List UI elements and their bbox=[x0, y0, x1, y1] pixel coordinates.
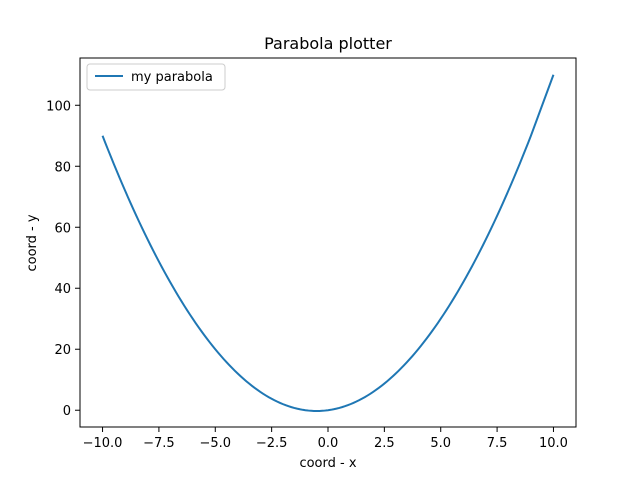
y-tick-label: 100 bbox=[46, 99, 71, 114]
y-axis-ticks: 0 20 40 60 80 100 bbox=[46, 99, 80, 419]
x-tick-label: 2.5 bbox=[374, 436, 395, 451]
x-tick-label: 0.0 bbox=[318, 436, 339, 451]
x-tick-label: 10.0 bbox=[539, 436, 568, 451]
x-axis-ticks: −10.0 −7.5 −5.0 −2.5 0.0 2.5 5.0 7.5 10.0 bbox=[83, 427, 568, 451]
x-tick-label: 5.0 bbox=[430, 436, 451, 451]
y-tick-label: 20 bbox=[54, 343, 71, 358]
x-axis-label: coord - x bbox=[299, 456, 356, 471]
y-tick-label: 0 bbox=[63, 404, 71, 419]
x-tick-label: −10.0 bbox=[83, 436, 123, 451]
legend-box bbox=[86, 63, 226, 91]
x-tick-label: 7.5 bbox=[487, 436, 508, 451]
legend: my parabola bbox=[86, 63, 226, 91]
chart-title: Parabola plotter bbox=[264, 34, 392, 53]
y-tick-label: 60 bbox=[54, 221, 71, 236]
y-tick-label: 40 bbox=[54, 282, 71, 297]
legend-label-my-parabola: my parabola bbox=[131, 70, 213, 85]
x-tick-label: −7.5 bbox=[143, 436, 175, 451]
y-axis-label: coord - y bbox=[25, 214, 40, 271]
y-tick-label: 80 bbox=[54, 160, 71, 175]
x-tick-label: −2.5 bbox=[256, 436, 288, 451]
series-line-my-parabola bbox=[101, 74, 555, 412]
x-tick-label: −5.0 bbox=[199, 436, 231, 451]
